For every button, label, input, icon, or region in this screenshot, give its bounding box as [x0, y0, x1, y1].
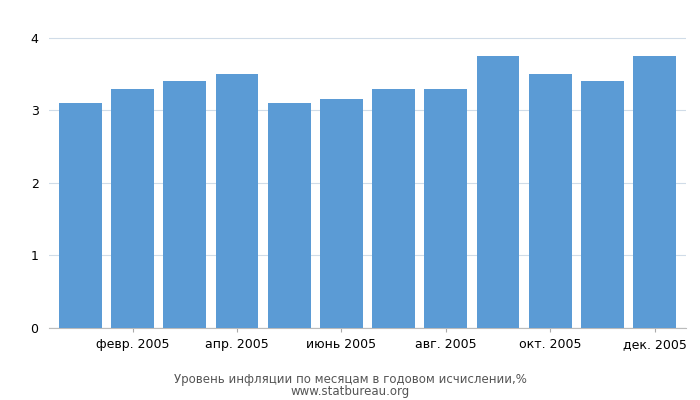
- Bar: [111, 88, 154, 328]
- Bar: [320, 100, 363, 328]
- Bar: [268, 103, 311, 328]
- Bar: [59, 103, 102, 328]
- Bar: [163, 81, 206, 328]
- Bar: [477, 56, 519, 328]
- Bar: [528, 74, 572, 328]
- Bar: [581, 81, 624, 328]
- Bar: [216, 74, 258, 328]
- Bar: [372, 88, 415, 328]
- Bar: [634, 56, 676, 328]
- Bar: [424, 88, 467, 328]
- Text: www.statbureau.org: www.statbureau.org: [290, 386, 410, 398]
- Text: Уровень инфляции по месяцам в годовом исчислении,%: Уровень инфляции по месяцам в годовом ис…: [174, 374, 526, 386]
